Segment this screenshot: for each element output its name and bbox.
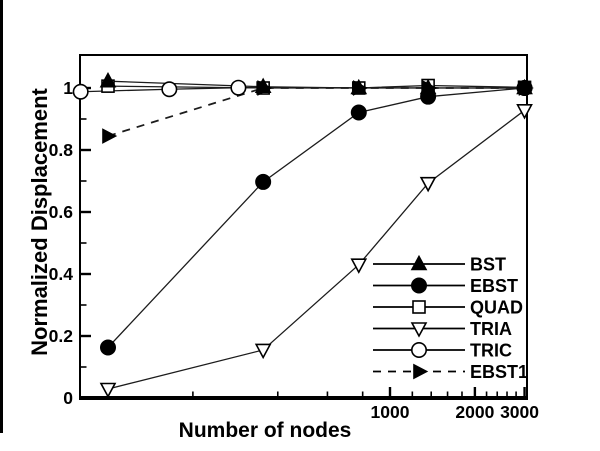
marker-tria (350, 258, 368, 274)
series-line-tria (107, 109, 525, 390)
legend-marker-bst (410, 254, 428, 271)
legend-label-ebst: EBST (470, 276, 518, 296)
marker-ebst1 (102, 128, 118, 144)
marker-tric (161, 81, 178, 98)
legend-marker-quad (412, 300, 426, 314)
y-tick-label: 0.8 (49, 140, 74, 160)
legend-label-ebst1: EBST1 (470, 362, 528, 382)
series-line-ebst (107, 87, 525, 348)
marker-ebst (255, 173, 272, 190)
y-tick-label: 0 (63, 388, 73, 408)
y-tick-label: 0.4 (49, 264, 74, 284)
marker-ebst (350, 104, 367, 121)
legend-label-tria: TRIA (470, 319, 512, 339)
marker-tria (419, 176, 437, 193)
x-tick-label: 2000 (455, 402, 494, 422)
marker-ebst (516, 80, 533, 97)
left-edge-artifact (0, 0, 3, 433)
marker-ebst (100, 339, 117, 356)
y-tick-label: 0.2 (49, 326, 74, 346)
marker-tria (99, 382, 117, 399)
legend-marker-tria (410, 322, 428, 338)
plot-frame (79, 54, 528, 399)
x-axis-title: Number of nodes (178, 419, 352, 442)
marker-ebst1 (352, 80, 369, 96)
legend-marker-ebst (410, 277, 427, 294)
marker-ebst1 (257, 80, 273, 96)
legend-label-quad: QUAD (470, 298, 523, 318)
legend-label-bst: BST (470, 255, 506, 275)
y-tick-label: 1 (63, 78, 73, 98)
y-tick-label: 0.6 (49, 202, 74, 222)
marker-tric (230, 79, 247, 96)
marker-tria (516, 104, 533, 120)
legend-marker-ebst1 (413, 363, 429, 380)
marker-tria (254, 343, 272, 360)
legend-label-tric: TRIC (470, 341, 512, 361)
marker-ebst (420, 88, 437, 105)
x-tick-label: 3000 (500, 402, 539, 422)
x-tick-label: 1000 (371, 402, 410, 422)
marker-bst (99, 71, 117, 88)
series-line-tric (80, 87, 525, 93)
legend-marker-tric (410, 341, 427, 358)
marker-tric (72, 83, 89, 100)
